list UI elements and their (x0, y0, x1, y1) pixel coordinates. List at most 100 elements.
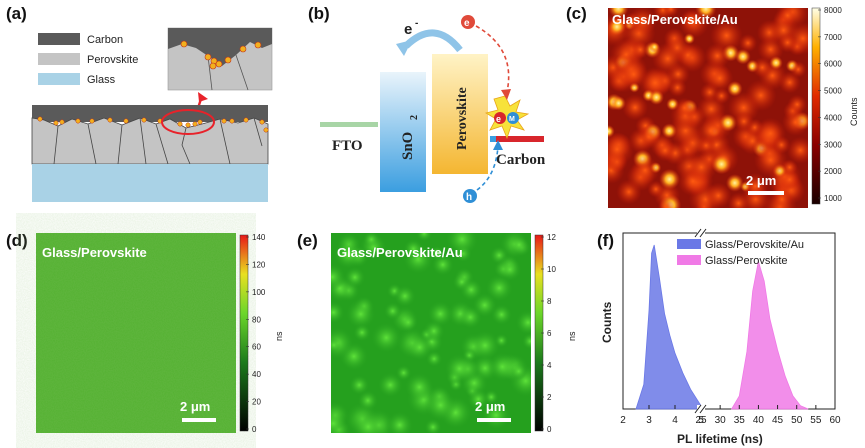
grain (331, 327, 355, 360)
series-glass-perovskite-au (635, 244, 702, 410)
grain (515, 310, 531, 336)
panel-label-b: (b) (308, 4, 330, 23)
grain (706, 64, 734, 92)
grain (674, 97, 695, 119)
grain (630, 156, 660, 185)
grain (345, 299, 376, 329)
panel-d-colorbar (239, 234, 249, 432)
carbon-level (490, 136, 544, 142)
lifetime-map-d: Glass/Perovskite 2 μm 140 120 100 80 60 40 20 0… (36, 233, 284, 434)
grain (398, 312, 418, 333)
grain (429, 245, 445, 261)
panel-d-colorbar-tick: 100 (252, 288, 266, 297)
grain (659, 168, 680, 190)
grain (713, 87, 730, 105)
panel-d-colorbar-tick: 80 (252, 315, 261, 324)
grain (509, 235, 529, 255)
grain (769, 56, 783, 70)
pl-map-grains (608, 8, 808, 208)
grain (370, 322, 402, 354)
grain (622, 94, 649, 121)
panel-d-colorbar-label: ns (274, 331, 284, 341)
legend-swatch-glass (38, 73, 80, 85)
grain (352, 410, 385, 433)
energy-band-diagram: FTO SnO 2 Perovskite e - Carbon e M e (320, 15, 546, 203)
pl-map-counts: Glass/Perovskite/Au 2 μm 8000 7000 6000 500… (608, 6, 859, 208)
x-tick-label: 5 (698, 415, 704, 426)
grain (786, 136, 808, 164)
grain (488, 352, 517, 382)
grain (459, 278, 483, 302)
panel-d-title: Glass/Perovskite (42, 245, 147, 260)
legend-swatch-pvk (677, 255, 701, 265)
panel-label-e: (e) (297, 231, 318, 250)
perovskite-block (432, 54, 488, 174)
panel-c-colorbar-label: Counts (849, 97, 859, 126)
panel-e-scalebar (477, 418, 511, 422)
legend-carbon: Carbon (87, 34, 123, 46)
legend-swatch-au (677, 239, 701, 249)
perovskite-label: Perovskite (455, 87, 470, 150)
lifetime-map-e: Glass/Perovskite/Au 2 μm 12 10 8 6 4 2 0 ns (331, 233, 577, 434)
panel-d-colorbar-tick: 0 (252, 425, 257, 434)
legend-swatch-perovskite (38, 53, 80, 65)
legend-glass: Glass (87, 74, 116, 86)
panel-c-colorbar-tick: 5000 (824, 87, 842, 96)
metal-particle-icon (507, 112, 519, 124)
fto-level (320, 122, 378, 127)
panel-e-colorbar-tick: 6 (547, 329, 552, 338)
grain (425, 350, 443, 368)
sno2-label: SnO (400, 132, 416, 160)
zoom-inset (167, 27, 273, 91)
chart-frame (622, 232, 836, 410)
x-tick-label: 40 (753, 415, 765, 426)
panel-d-colorbar-tick: 20 (252, 398, 261, 407)
panel-e-title: Glass/Perovskite/Au (337, 245, 463, 260)
grain (485, 274, 513, 302)
grain (445, 233, 479, 256)
grain (386, 411, 414, 433)
grain (423, 320, 445, 342)
grain (649, 41, 660, 53)
grain (738, 33, 758, 53)
electron-transfer-arrow (403, 29, 463, 53)
grain (377, 372, 403, 398)
x-tick-label: 4 (672, 415, 678, 426)
panel-a: (a) Carbon Perovskite Glass (0, 0, 300, 210)
grain (631, 40, 650, 59)
panel-e-colorbar-tick: 12 (547, 233, 556, 242)
grain (727, 192, 750, 208)
x-tick-label: 55 (810, 415, 822, 426)
panel-label-f: (f) (597, 231, 614, 250)
grain (334, 240, 363, 269)
grain (357, 390, 379, 411)
lifetime-map-e-grains (331, 233, 531, 433)
grain (661, 123, 677, 139)
carbon-label: Carbon (496, 152, 546, 168)
grain (668, 78, 687, 97)
x-tick-label: 50 (791, 415, 803, 426)
sno2-subscript: 2 (409, 115, 420, 120)
x-tick-label: 3 (646, 415, 652, 426)
panel-c-scalebar (748, 191, 784, 195)
grain (394, 285, 416, 307)
grain (782, 108, 808, 136)
grain (681, 10, 702, 31)
recombination-starburst (484, 95, 530, 140)
panel-e-colorbar-tick: 4 (547, 361, 552, 370)
grain (757, 36, 784, 63)
grain (404, 372, 434, 402)
grain (611, 95, 626, 111)
panel-e-colorbar-tick: 2 (547, 393, 552, 402)
electron-superscript: - (415, 18, 418, 29)
legend-perovskite: Perovskite (87, 54, 138, 66)
panel-c-colorbar-tick: 6000 (824, 60, 842, 69)
electron-particle-icon (494, 112, 506, 124)
panel-c-colorbar-tick: 2000 (824, 167, 842, 176)
svg-text:e: e (496, 114, 501, 124)
panel-c-colorbar-tick: 8000 (824, 6, 842, 15)
grain (383, 302, 402, 321)
grain (349, 374, 370, 396)
grain (331, 301, 345, 324)
lifetime-map-d-texture (36, 233, 236, 433)
